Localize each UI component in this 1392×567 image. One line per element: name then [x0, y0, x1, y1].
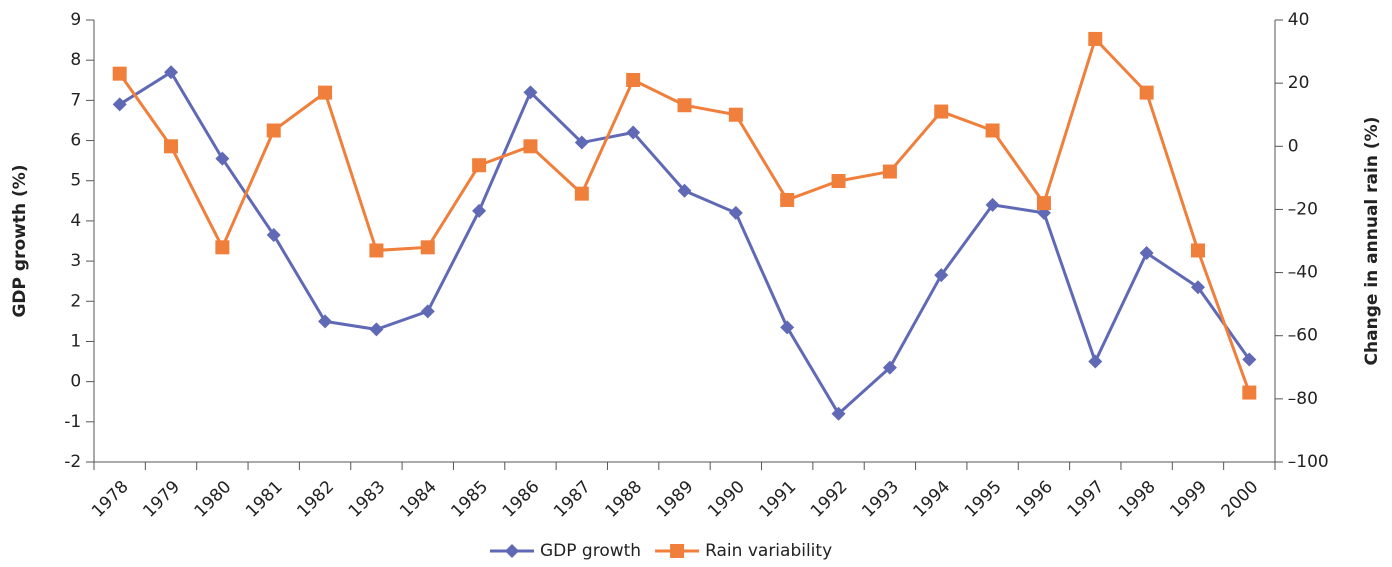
marker — [882, 360, 897, 375]
marker — [1088, 31, 1103, 46]
x-tick-label: 1993 — [858, 477, 903, 522]
x-tick-label: 1987 — [550, 477, 595, 522]
y-tick-label: 6 — [70, 131, 81, 151]
marker — [266, 227, 281, 242]
marker — [626, 125, 641, 140]
x-tick-label: 2000 — [1218, 477, 1263, 522]
marker — [472, 158, 487, 173]
y-tick-label: -2 — [64, 452, 81, 472]
marker — [1190, 243, 1205, 258]
x-tick-label: 1988 — [601, 477, 646, 522]
marker — [318, 85, 333, 100]
marker — [112, 66, 127, 81]
x-tick-label: 1991 — [756, 477, 801, 522]
x-tick-label: 1998 — [1115, 477, 1160, 522]
y-tick-label: 0 — [70, 372, 81, 392]
y2-tick-label: –100 — [1288, 452, 1329, 472]
marker — [1139, 85, 1154, 100]
marker — [112, 97, 127, 112]
legend-marker — [505, 544, 519, 558]
legend-marker — [670, 544, 685, 558]
marker — [831, 174, 846, 189]
y-axis-title: GDP growth (%) — [10, 164, 30, 317]
marker — [164, 139, 179, 154]
marker — [677, 98, 692, 113]
marker — [318, 314, 333, 329]
x-tick-label: 1986 — [499, 477, 544, 522]
y2-tick-label: –80 — [1288, 389, 1318, 409]
marker — [420, 240, 435, 255]
x-tick-label: 1978 — [88, 477, 133, 522]
y-tick-label: 8 — [70, 50, 81, 70]
y2-tick-label: 20 — [1288, 73, 1310, 93]
marker — [626, 72, 641, 87]
marker — [677, 183, 692, 198]
marker — [1190, 280, 1205, 295]
x-tick-label: 1996 — [1012, 477, 1057, 522]
y-tick-label: 2 — [70, 291, 81, 311]
y2-tick-label: –60 — [1288, 326, 1318, 346]
marker — [574, 135, 589, 150]
marker — [523, 85, 538, 100]
marker — [780, 320, 795, 335]
x-tick-label: 1999 — [1166, 477, 1211, 522]
marker — [369, 243, 384, 258]
y-tick-label: 3 — [70, 251, 81, 271]
y2-axis-title: Change in annual rain (%) — [1362, 117, 1382, 366]
y2-tick-label: 40 — [1288, 10, 1310, 30]
marker — [934, 104, 949, 119]
y-tick-label: 1 — [70, 331, 81, 351]
x-tick-label: 1994 — [910, 477, 955, 522]
marker — [1242, 385, 1257, 400]
marker — [882, 164, 897, 179]
x-tick-label: 1995 — [961, 477, 1006, 522]
marker — [1242, 352, 1257, 367]
x-tick-label: 1989 — [653, 477, 698, 522]
marker — [369, 322, 384, 337]
x-tick-label: 1980 — [191, 477, 236, 522]
marker — [574, 186, 589, 201]
legend-label: GDP growth — [540, 541, 641, 561]
marker — [420, 304, 435, 319]
marker — [831, 406, 846, 421]
marker — [1139, 246, 1154, 261]
x-tick-label: 1984 — [396, 477, 441, 522]
marker — [780, 192, 795, 207]
x-tick-label: 1990 — [704, 477, 749, 522]
y2-tick-label: –20 — [1288, 199, 1318, 219]
y-tick-label: 7 — [70, 90, 81, 110]
y-tick-label: -1 — [64, 412, 81, 432]
x-tick-label: 1982 — [293, 477, 338, 522]
x-tick-label: 1997 — [1064, 477, 1109, 522]
x-tick-label: 1981 — [242, 477, 287, 522]
marker — [934, 268, 949, 283]
marker — [985, 197, 1000, 212]
y-tick-label: 5 — [70, 171, 81, 191]
marker — [728, 205, 743, 220]
marker — [523, 139, 538, 154]
x-tick-label: 1992 — [807, 477, 852, 522]
y2-tick-label: –40 — [1288, 263, 1318, 283]
marker — [985, 123, 1000, 138]
y-tick-label: 9 — [70, 10, 81, 30]
marker — [266, 123, 281, 138]
marker — [1036, 196, 1051, 211]
y2-tick-label: 0 — [1288, 136, 1299, 156]
series-line — [118, 36, 1251, 394]
y-tick-label: 4 — [70, 211, 81, 231]
legend-label: Rain variability — [705, 541, 832, 561]
series-line — [118, 70, 1251, 417]
x-tick-label: 1985 — [447, 477, 492, 522]
marker — [215, 151, 230, 166]
marker — [1088, 354, 1103, 369]
marker — [472, 203, 487, 218]
marker — [215, 240, 230, 255]
x-tick-label: 1983 — [345, 477, 390, 522]
marker — [164, 65, 179, 80]
x-tick-label: 1979 — [139, 477, 184, 522]
marker — [728, 107, 743, 122]
